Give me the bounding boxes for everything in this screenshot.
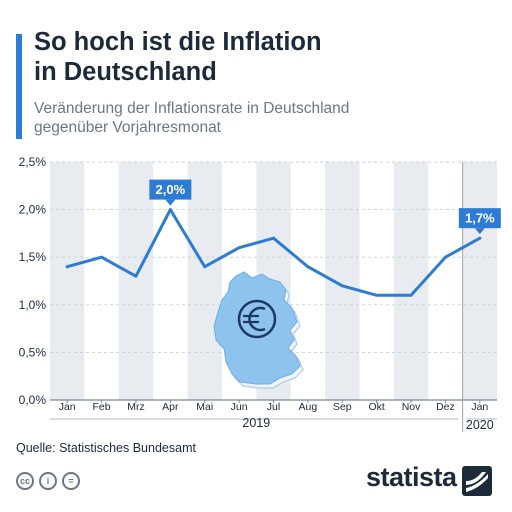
y-tick-label: 2,5% — [19, 155, 47, 169]
x-tick-label: Jun — [231, 401, 248, 413]
x-tick-label: Okt — [368, 401, 384, 413]
year-label: 2019 — [242, 416, 270, 430]
data-point — [203, 265, 207, 269]
data-point — [65, 265, 69, 269]
data-point — [100, 255, 103, 259]
data-point — [237, 246, 241, 250]
column-band — [118, 162, 154, 400]
brand-mark-icon — [462, 466, 492, 496]
brand-logo: statista — [366, 462, 457, 492]
year-label: 2020 — [466, 418, 494, 432]
data-point — [478, 236, 482, 240]
column-bands — [50, 162, 497, 400]
page-subtitle: Veränderung der Inflationsrate in Deutsc… — [34, 99, 474, 137]
title-line-2: in Deutschland — [34, 58, 217, 86]
x-tick-label: Mrz — [127, 401, 145, 413]
annotation-box — [458, 208, 501, 229]
annotation-pointer — [474, 228, 485, 235]
cc-icon: cc — [16, 472, 34, 490]
annotation-label: 2,0% — [156, 182, 186, 197]
column-band — [50, 162, 85, 400]
annotations: 2,0% 1,7% — [149, 179, 501, 235]
column-band — [325, 162, 360, 400]
data-point — [375, 293, 379, 297]
germany-map-icon — [213, 271, 304, 389]
x-tick-label: Sep — [333, 401, 352, 413]
data-point — [340, 284, 344, 288]
y-tick-label: 0,5% — [19, 345, 47, 359]
subtitle-line-2: gegenüber Vorjahresmonat — [34, 119, 221, 136]
annotation-pointer — [165, 199, 176, 206]
data-point — [409, 293, 413, 297]
page-title: So hoch ist die Inflation in Deutschland — [34, 27, 494, 87]
license-icons: cc i = — [16, 472, 80, 490]
x-tick-label: Feb — [93, 401, 111, 413]
data-point — [168, 208, 172, 212]
source-note: Quelle: Statistisches Bundesamt — [16, 441, 196, 455]
x-tick-label: Mai — [196, 401, 213, 413]
annotation-label: 1,7% — [465, 211, 495, 226]
x-tick-label: Jul — [267, 401, 280, 413]
y-tick-label: 1,0% — [19, 298, 47, 312]
x-tick-label: Jan — [471, 401, 488, 413]
x-tick-label: Apr — [162, 401, 179, 413]
euro-icon — [237, 299, 277, 339]
subtitle-line-1: Veränderung der Inflationsrate in Deutsc… — [34, 100, 350, 117]
series-line — [65, 208, 482, 297]
accent-bar — [16, 34, 22, 139]
y-tick-label: 2,0% — [19, 203, 47, 217]
data-point — [272, 236, 275, 240]
x-tick-label: Dez — [436, 401, 455, 413]
x-tick-label: Nov — [402, 401, 421, 413]
y-tick-label: 1,5% — [19, 250, 47, 264]
column-band — [462, 162, 497, 400]
axis-labels: 0,0% 0,5% 1,0% 1,5% 2,0% 2,5% Jan Feb Mrz Apr Mai J… — [19, 155, 497, 432]
by-icon: i — [39, 472, 57, 490]
title-line-1: So hoch ist die Inflation — [34, 28, 322, 56]
x-tick-label: Jan — [59, 401, 76, 413]
data-point — [306, 265, 310, 269]
y-tick-label: 0,0% — [19, 393, 47, 407]
x-tick-label: Aug — [299, 401, 318, 413]
data-point — [134, 274, 138, 278]
annotation-box — [149, 179, 192, 200]
data-point — [444, 255, 447, 259]
column-band — [187, 162, 222, 400]
nd-icon: = — [62, 472, 80, 490]
